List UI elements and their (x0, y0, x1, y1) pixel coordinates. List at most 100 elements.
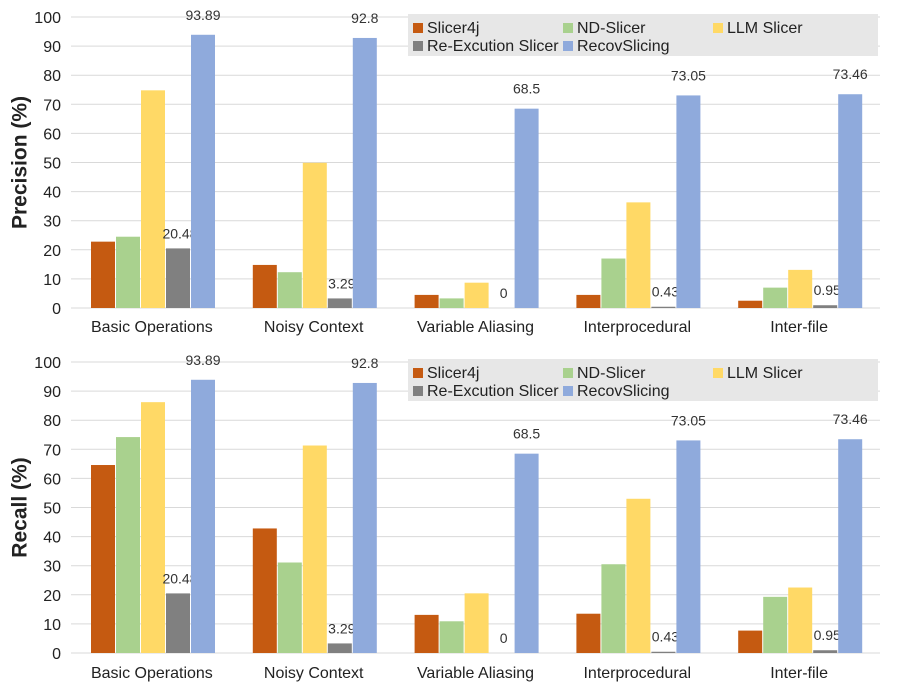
legend-label-nd-slicer: ND-Slicer (577, 365, 646, 382)
y-tick-label: 80 (43, 68, 61, 85)
data-label-re-excution-slicer: 20.48 (162, 570, 197, 586)
bar-nd-slicer-inter-file (763, 596, 788, 653)
data-label-re-excution-slicer: 3.29 (328, 275, 355, 291)
bar-slicer4j-basic-operations (91, 465, 115, 653)
legend-swatch-nd-slicer (563, 23, 573, 33)
bar-recovslicing-noisy-context (352, 37, 377, 309)
data-label-re-excution-slicer: 0.95 (814, 627, 841, 643)
y-tick-label: 50 (43, 501, 61, 518)
data-label-recovslicing: 93.89 (185, 352, 220, 368)
legend-box (408, 14, 878, 56)
data-label-recovslicing: 73.46 (833, 66, 868, 82)
legend-label-llm-slicer: LLM Slicer (727, 365, 803, 382)
bar-slicer4j-variable-aliasing (414, 614, 439, 653)
legend-swatch-recovslicing (563, 41, 573, 51)
bar-nd-slicer-noisy-context (277, 562, 302, 653)
bar-slicer4j-noisy-context (252, 264, 277, 308)
bar-nd-slicer-interprocedural (601, 564, 626, 653)
bar-slicer4j-interprocedural (576, 613, 601, 653)
bar-llm-slicer-noisy-context (302, 162, 327, 308)
x-category-label: Basic Operations (91, 319, 213, 336)
bar-recovslicing-variable-aliasing (514, 108, 539, 308)
bar-re-excution-slicer-inter-file (813, 305, 838, 308)
data-label-re-excution-slicer: 0 (500, 285, 508, 301)
legend-swatch-nd-slicer (563, 368, 573, 378)
bar-llm-slicer-noisy-context (302, 445, 327, 653)
bar-llm-slicer-basic-operations (141, 402, 165, 653)
bar-re-excution-slicer-noisy-context (327, 298, 352, 308)
legend-swatch-slicer4j (413, 368, 423, 378)
bar-slicer4j-inter-file (738, 630, 763, 653)
bar-recovslicing-noisy-context (352, 382, 377, 653)
bar-nd-slicer-variable-aliasing (439, 298, 464, 308)
bar-llm-slicer-basic-operations (141, 90, 165, 308)
bar-llm-slicer-inter-file (788, 587, 813, 653)
bar-llm-slicer-variable-aliasing (464, 282, 489, 308)
bar-nd-slicer-basic-operations (116, 236, 140, 308)
x-category-label: Noisy Context (264, 665, 364, 682)
data-label-recovslicing: 68.5 (513, 426, 540, 442)
legend-label-recovslicing: RecovSlicing (577, 383, 669, 400)
y-axis-title: Recall (%) (9, 457, 32, 557)
y-tick-label: 60 (43, 126, 61, 143)
bar-re-excution-slicer-interprocedural (651, 651, 676, 653)
x-category-label: Interprocedural (583, 665, 691, 682)
bar-re-excution-slicer-noisy-context (327, 643, 352, 653)
y-tick-label: 60 (43, 471, 61, 488)
bar-slicer4j-basic-operations (91, 241, 115, 308)
bar-nd-slicer-basic-operations (116, 437, 140, 653)
data-label-recovslicing: 93.89 (185, 7, 220, 23)
precision-chart: 0 10 20 30 40 50 60 70 80 90 100 Precision (%) 20.48… (9, 7, 880, 336)
bar-llm-slicer-variable-aliasing (464, 593, 489, 653)
legend-label-re-excution-slicer: Re-Excution Slicer (427, 383, 559, 400)
bar-slicer4j-noisy-context (252, 528, 277, 653)
legend-label-slicer4j: Slicer4j (427, 365, 479, 382)
x-category-label: Interprocedural (583, 319, 691, 336)
y-tick-label: 30 (43, 559, 61, 576)
y-tick-label: 90 (43, 384, 61, 401)
x-category-label: Noisy Context (264, 319, 364, 336)
legend-swatch-slicer4j (413, 23, 423, 33)
y-tick-label: 100 (34, 10, 61, 27)
x-category-label: Inter-file (770, 319, 828, 336)
y-tick-label: 0 (52, 646, 61, 663)
data-label-recovslicing: 73.05 (671, 412, 706, 428)
y-tick-label: 0 (52, 301, 61, 318)
bar-slicer4j-variable-aliasing (414, 294, 439, 308)
bar-slicer4j-interprocedural (576, 294, 601, 308)
bar-nd-slicer-noisy-context (277, 272, 302, 308)
bar-recovslicing-basic-operations (191, 379, 215, 653)
bar-recovslicing-inter-file (838, 94, 863, 308)
legend-swatch-re-excution-slicer (413, 386, 423, 396)
bar-recovslicing-basic-operations (191, 34, 215, 309)
data-label-re-excution-slicer: 0.43 (652, 629, 679, 645)
y-tick-label: 20 (43, 243, 61, 260)
y-tick-label: 100 (34, 355, 61, 372)
y-tick-label: 40 (43, 530, 61, 547)
bar-nd-slicer-inter-file (763, 287, 788, 308)
x-category-label: Variable Aliasing (417, 665, 534, 682)
bar-recovslicing-inter-file (838, 439, 863, 653)
y-axis-title: Precision (%) (9, 96, 32, 229)
bar-slicer4j-inter-file (738, 300, 763, 308)
data-label-re-excution-slicer: 0 (500, 630, 508, 646)
legend-label-recovslicing: RecovSlicing (577, 38, 669, 55)
bar-llm-slicer-interprocedural (626, 498, 651, 653)
data-label-re-excution-slicer: 3.29 (328, 620, 355, 636)
bar-recovslicing-interprocedural (676, 95, 701, 308)
legend-swatch-recovslicing (563, 386, 573, 396)
legend-label-nd-slicer: ND-Slicer (577, 20, 646, 37)
data-label-re-excution-slicer: 0.43 (652, 284, 679, 300)
legend-box (408, 359, 878, 401)
bar-re-excution-slicer-inter-file (813, 650, 838, 653)
legend-swatch-re-excution-slicer (413, 41, 423, 51)
y-tick-label: 90 (43, 39, 61, 56)
y-tick-label: 10 (43, 272, 61, 289)
data-label-recovslicing: 92.8 (351, 355, 378, 371)
legend-swatch-llm-slicer (713, 23, 723, 33)
data-label-recovslicing: 73.05 (671, 67, 706, 83)
y-tick-label: 20 (43, 588, 61, 605)
y-tick-label: 50 (43, 156, 61, 173)
bar-re-excution-slicer-basic-operations (166, 593, 190, 653)
